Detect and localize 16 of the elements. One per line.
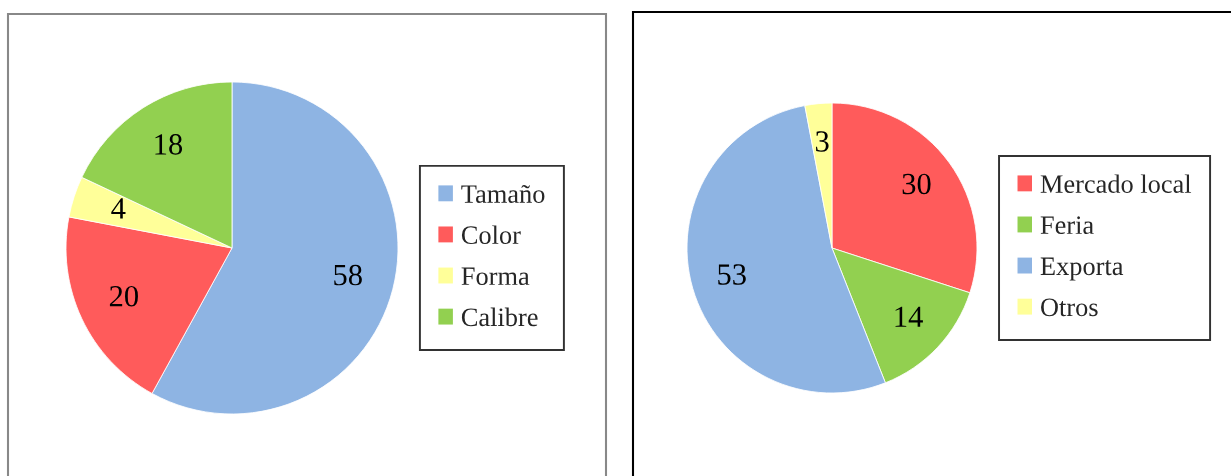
legend-label: Feria <box>1040 216 1094 235</box>
data-label: 18 <box>155 134 183 155</box>
data-label: 3 <box>816 131 829 152</box>
data-label: 53 <box>718 264 746 285</box>
data-label: 20 <box>109 285 138 307</box>
data-label: 4 <box>111 198 126 219</box>
legend-label: Exporta <box>1040 257 1124 281</box>
legend-label: Forma <box>461 267 530 286</box>
legend-label: Otros <box>1041 298 1098 317</box>
data-label: 30 <box>902 173 931 195</box>
legend-label: Mercado local <box>1040 174 1192 193</box>
data-label: 58 <box>334 264 362 286</box>
legend-label: Color <box>461 225 521 245</box>
legend-label: Tamaño <box>461 184 545 203</box>
legend-label: Calibre <box>461 307 538 327</box>
data-label: 14 <box>895 306 923 327</box>
